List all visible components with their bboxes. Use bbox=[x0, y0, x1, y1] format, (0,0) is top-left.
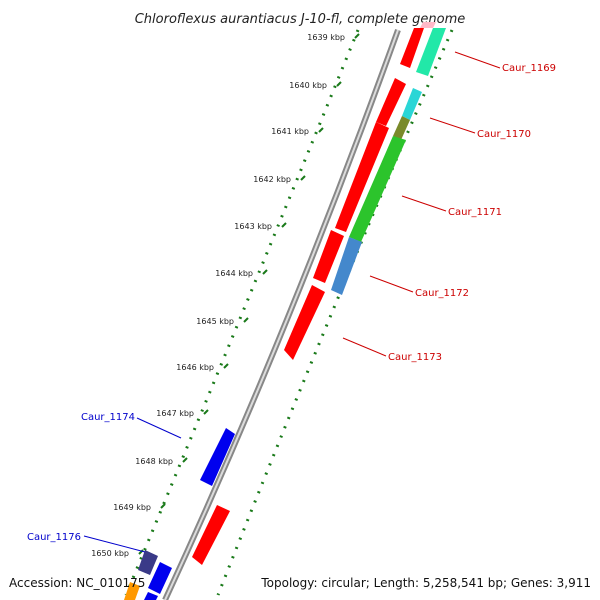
kbp-tick-mark bbox=[203, 409, 209, 415]
gc-segment-pink bbox=[420, 22, 436, 28]
forward-cds-track bbox=[192, 28, 424, 565]
gene-label-caur-1171[interactable]: Caur_1171 bbox=[448, 207, 502, 218]
cds-caur-1171[interactable] bbox=[335, 122, 389, 232]
kbp-scale: 1639 kbp 1640 kbp 1641 kbp 1642 kbp 1643 kbp… bbox=[91, 33, 360, 558]
kbp-tick-mark bbox=[182, 457, 188, 463]
gc-segment-cyan bbox=[402, 88, 422, 120]
gene-label-caur-1174[interactable]: Caur_1174 bbox=[81, 412, 135, 423]
gene-callout-line bbox=[83, 535, 146, 553]
kbp-tick-mark bbox=[223, 363, 229, 369]
reverse-cds-track bbox=[124, 428, 235, 600]
gc-segment-teal bbox=[416, 28, 446, 76]
accession-label: Accession: NC_010175 bbox=[9, 576, 145, 590]
cds-caur-1173[interactable] bbox=[284, 285, 325, 360]
gene-label-caur-1170[interactable]: Caur_1170 bbox=[477, 129, 531, 140]
cds-caur-1176-a[interactable] bbox=[138, 550, 158, 575]
gc-segment-olive bbox=[393, 116, 410, 140]
gene-label-caur-1176[interactable]: Caur_1176 bbox=[27, 532, 81, 543]
gene-callout-line bbox=[369, 275, 414, 293]
cds-caur-1170[interactable] bbox=[376, 78, 406, 126]
kbp-tick-mark bbox=[318, 127, 324, 133]
gene-label-caur-1172[interactable]: Caur_1172 bbox=[415, 288, 469, 299]
gene-callout-line bbox=[429, 117, 476, 134]
kbp-tick-label: 1650 kbp bbox=[91, 549, 129, 558]
backbone-ring bbox=[162, 28, 401, 600]
cds-unlabeled-1[interactable] bbox=[192, 505, 230, 565]
kbp-tick-mark bbox=[336, 81, 342, 87]
kbp-tick-mark bbox=[160, 503, 166, 509]
cds-blue-bottom bbox=[144, 592, 158, 600]
kbp-tick-label: 1649 kbp bbox=[113, 503, 151, 512]
gene-callout-line bbox=[401, 195, 447, 212]
kbp-tick-label: 1641 kbp bbox=[271, 127, 309, 136]
kbp-tick-label: 1640 kbp bbox=[289, 81, 327, 90]
kbp-tick-label: 1643 kbp bbox=[234, 222, 272, 231]
cds-caur-1169[interactable] bbox=[400, 28, 424, 68]
cds-caur-1172[interactable] bbox=[313, 230, 344, 283]
gene-callout-line bbox=[454, 51, 501, 69]
gene-label-caur-1173[interactable]: Caur_1173 bbox=[388, 352, 442, 363]
gene-label-layer: Caur_1169 Caur_1170 Caur_1171 Caur_1172 Caur… bbox=[27, 51, 556, 553]
gc-segment-green bbox=[349, 136, 406, 242]
gc-segment-blue bbox=[331, 237, 362, 295]
kbp-tick-label: 1648 kbp bbox=[135, 457, 173, 466]
kbp-tick-mark bbox=[281, 222, 287, 228]
backbone-highlight bbox=[164, 29, 399, 600]
gene-label-caur-1169[interactable]: Caur_1169 bbox=[502, 63, 556, 74]
kbp-tick-label: 1645 kbp bbox=[196, 317, 234, 326]
kbp-tick-label: 1646 kbp bbox=[176, 363, 214, 372]
kbp-tick-mark bbox=[300, 175, 306, 181]
kbp-tick-mark bbox=[138, 549, 144, 555]
gene-callout-line bbox=[136, 417, 182, 439]
gc-content-band bbox=[331, 22, 446, 295]
kbp-tick-mark bbox=[243, 317, 249, 323]
cds-caur-1176-b[interactable] bbox=[148, 562, 172, 594]
outer-tick-track bbox=[216, 29, 454, 596]
kbp-tick-label: 1642 kbp bbox=[253, 175, 291, 184]
cds-orange bbox=[124, 582, 140, 600]
gene-callout-line bbox=[342, 337, 387, 357]
cds-caur-1174[interactable] bbox=[200, 428, 235, 486]
topology-label: Topology: circular; Length: 5,258,541 bp… bbox=[260, 576, 591, 590]
kbp-tick-label: 1644 kbp bbox=[215, 269, 253, 278]
genome-title: Chloroflexus aurantiacus J-10-fl, comple… bbox=[135, 12, 466, 27]
kbp-tick-label: 1647 kbp bbox=[156, 409, 194, 418]
kbp-tick-mark bbox=[262, 269, 268, 275]
kbp-scale-track bbox=[124, 29, 360, 596]
kbp-tick-label: 1639 kbp bbox=[307, 33, 345, 42]
kbp-tick-mark bbox=[354, 33, 360, 39]
